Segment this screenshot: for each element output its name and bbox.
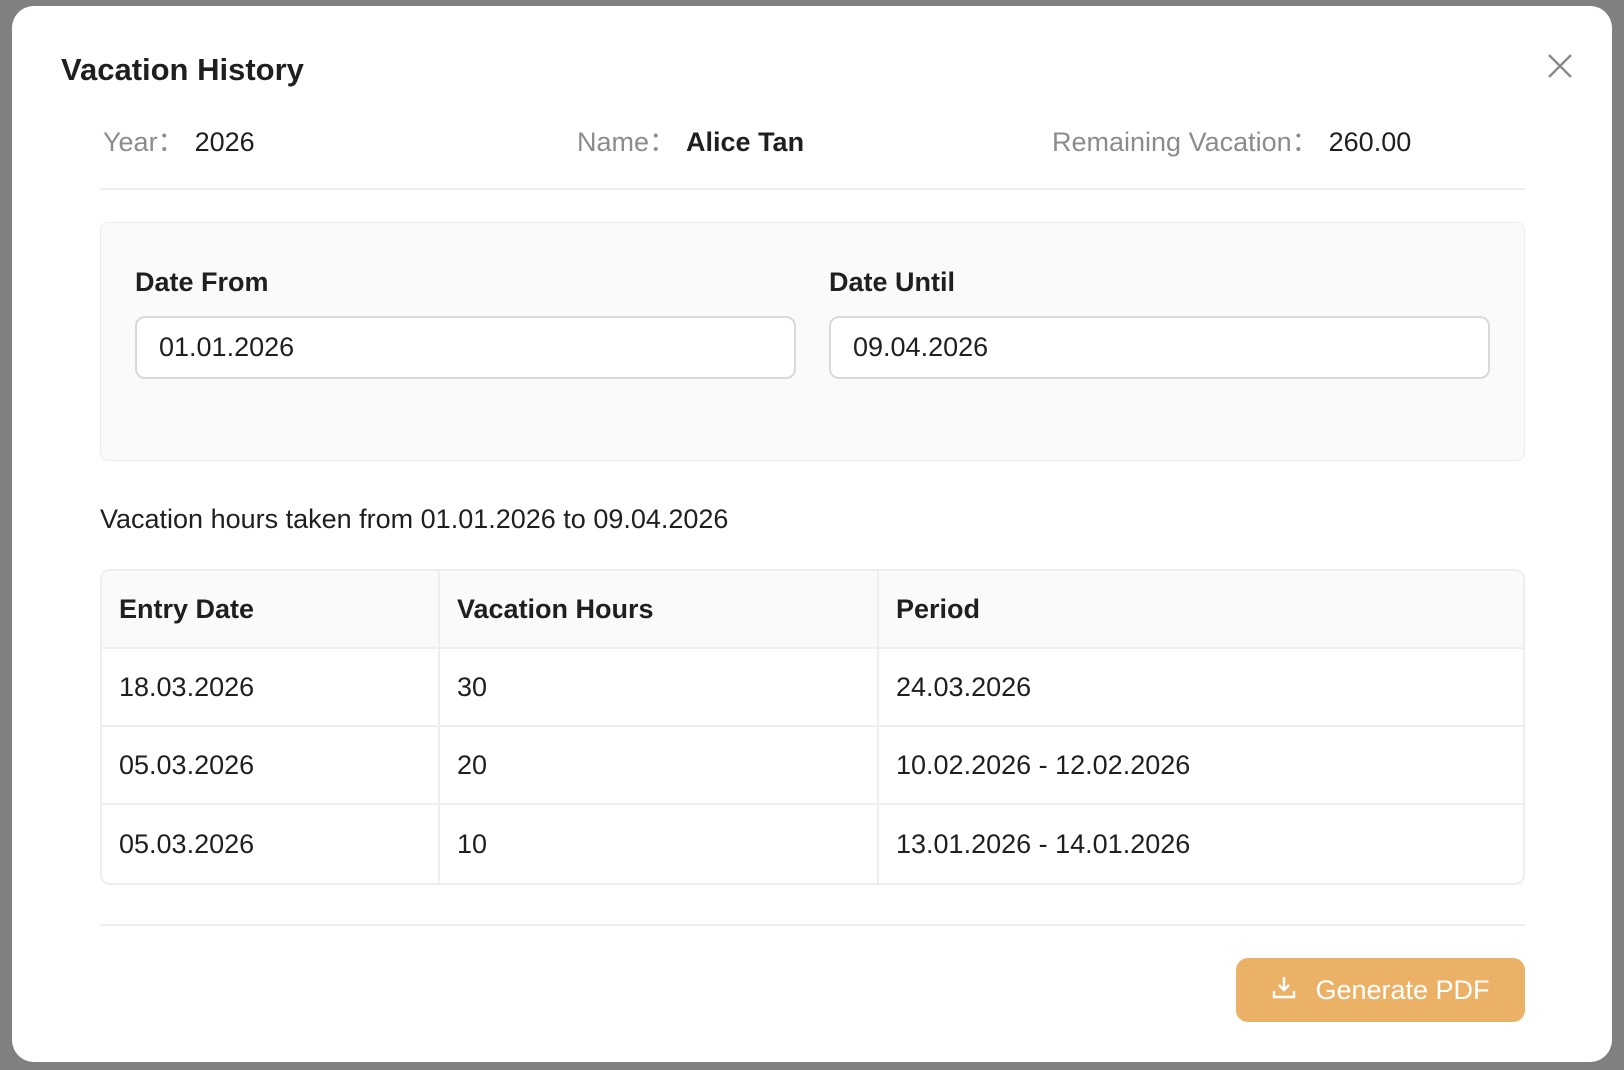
- cell-period: 13.01.2026 - 14.01.2026: [896, 828, 1191, 859]
- cell-entry-date: 05.03.2026: [102, 805, 440, 883]
- cell-entry-date: 18.03.2026: [102, 649, 440, 727]
- year-value: 2026: [194, 127, 255, 157]
- name-value: Alice Tan: [686, 127, 805, 157]
- column-header-entry-date: Entry Date: [102, 571, 440, 649]
- table-row: 05.03.2026 20 10.02.2026 - 12.02.2026: [102, 727, 1523, 805]
- year-info: Year： 2026: [103, 120, 255, 159]
- cell-period: 10.02.2026 - 12.02.2026: [879, 727, 1523, 805]
- generate-pdf-label: Generate PDF: [1315, 974, 1490, 1005]
- remaining-info: Remaining Vacation： 260.00: [1052, 120, 1411, 159]
- close-icon[interactable]: [1540, 46, 1580, 86]
- summary-text: Vacation hours taken from 01.01.2026 to …: [100, 504, 729, 534]
- generate-pdf-button[interactable]: Generate PDF: [1236, 958, 1525, 1022]
- date-until-label: Date Until: [829, 267, 956, 297]
- vacation-table: Entry Date Vacation Hours Period 18.03.2…: [100, 569, 1525, 885]
- vacation-history-modal: Vacation History Year： 2026 Name： Alice Ta…: [12, 6, 1612, 1062]
- table-header-row: Entry Date Vacation Hours Period: [102, 571, 1523, 649]
- cell-vacation-hours: 20: [440, 727, 879, 805]
- column-header-period: Period: [879, 571, 1523, 649]
- name-label: Name：: [577, 127, 677, 157]
- year-label: Year：: [103, 127, 185, 157]
- remaining-value: 260.00: [1328, 127, 1412, 157]
- footer-divider: [100, 924, 1525, 926]
- cell-entry-date: 05.03.2026: [102, 727, 440, 805]
- remaining-label: Remaining Vacation：: [1052, 127, 1319, 157]
- table-row: 05.03.2026 10 13.01.2026 - 14.01.2026: [102, 805, 1523, 883]
- date-from-input[interactable]: 01.01.2026: [135, 316, 796, 379]
- name-info: Name： Alice Tan: [577, 120, 804, 159]
- column-header-vacation-hours: Vacation Hours: [440, 571, 879, 649]
- date-filter-panel: Date From 01.01.2026 Date Until 09.04.20…: [100, 222, 1525, 461]
- cell-period: 24.03.2026: [879, 649, 1523, 727]
- table-row: 18.03.2026 30 24.03.2026: [102, 649, 1523, 727]
- date-from-label: Date From: [135, 267, 269, 297]
- cell-vacation-hours: 30: [440, 649, 879, 727]
- cell-vacation-hours: 10: [440, 805, 879, 883]
- download-icon: [1271, 974, 1297, 1007]
- date-until-input[interactable]: 09.04.2026: [829, 316, 1490, 379]
- divider: [100, 188, 1525, 190]
- modal-title: Vacation History: [61, 52, 304, 87]
